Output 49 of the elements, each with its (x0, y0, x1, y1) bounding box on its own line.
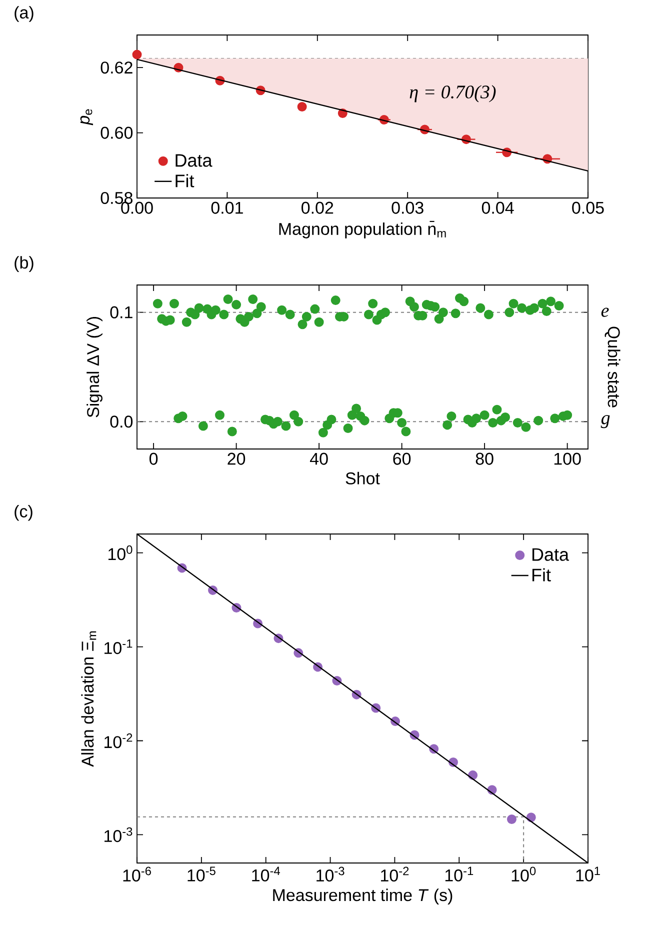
y-tick-label: 0.60 (100, 126, 133, 139)
point (297, 102, 307, 112)
x-tick-label: 100 (554, 452, 581, 465)
y-tick-label: 10$^{-2}$ (104, 733, 132, 748)
legend-label: Data (176, 154, 212, 167)
y-tick-label: 0.1 (110, 306, 132, 318)
chart-title: (b) (14, 256, 34, 272)
x-tick-label: 80 (476, 452, 494, 465)
x-tick-label: 10$^{-6}$ (123, 866, 151, 882)
y-tick-label: 10$^{-1}$ (104, 639, 132, 654)
y-tick-label: 0.62 (100, 62, 132, 74)
legend-label: Fit (176, 174, 194, 188)
y-axis-title: Allan deviation Ξ$_{m}$ (81, 631, 96, 767)
point (132, 50, 142, 60)
y-tick-label: 0.58 (100, 192, 132, 204)
x-tick-label: 10$^{-1}$ (445, 866, 474, 882)
x-tick-label: 40 (310, 452, 328, 465)
point (506, 814, 516, 824)
x-tick-label: 10$^{-5}$ (188, 866, 216, 882)
x-axis-title: Measurement time T (s) (273, 888, 452, 904)
ref-line-label: e (601, 308, 609, 317)
x-tick-label: 0.03 (392, 202, 424, 214)
x-tick-label: 0.04 (482, 202, 514, 214)
x-tick-label: 0.05 (572, 202, 604, 214)
y2-axis-title: Qubit state (604, 326, 620, 408)
y-tick-label: 0.0 (110, 416, 133, 428)
annotation: η = 0.70(3) (410, 85, 496, 102)
x-tick-label: 10$^{1}$ (576, 866, 600, 882)
y-tick-label: 10$^{0}$ (108, 545, 132, 560)
chart-title: (a) (14, 6, 34, 22)
y-axis-title: Signal ΔV (V) (86, 317, 102, 418)
x-tick-label: 0.00 (121, 202, 153, 214)
x-tick-label: 10$^{-2}$ (381, 866, 409, 882)
y-tick-label: 10$^{-3}$ (104, 827, 132, 842)
x-tick-label: 10$^{-3}$ (316, 866, 344, 882)
x-tick-label: 10$^{-4}$ (252, 866, 280, 882)
chart-title: (c) (14, 504, 32, 521)
x-tick-label: 60 (393, 452, 411, 465)
x-tick-label: 10$^{0}$ (512, 866, 536, 882)
ref-line-label: g (600, 415, 610, 428)
x-tick-label: 0.01 (211, 202, 243, 214)
legend-label: Fit (532, 568, 551, 582)
y-axis-title: p$_{e}$ (80, 109, 94, 126)
x-axis-title: Magnon population n̄$_{m}$ (279, 220, 446, 238)
x-tick-label: 0.02 (302, 202, 334, 214)
x-tick-label: 0 (149, 452, 158, 465)
x-tick-label: 20 (228, 452, 246, 465)
x-axis-title: Shot (346, 472, 380, 484)
legend-label: Data (532, 548, 570, 561)
